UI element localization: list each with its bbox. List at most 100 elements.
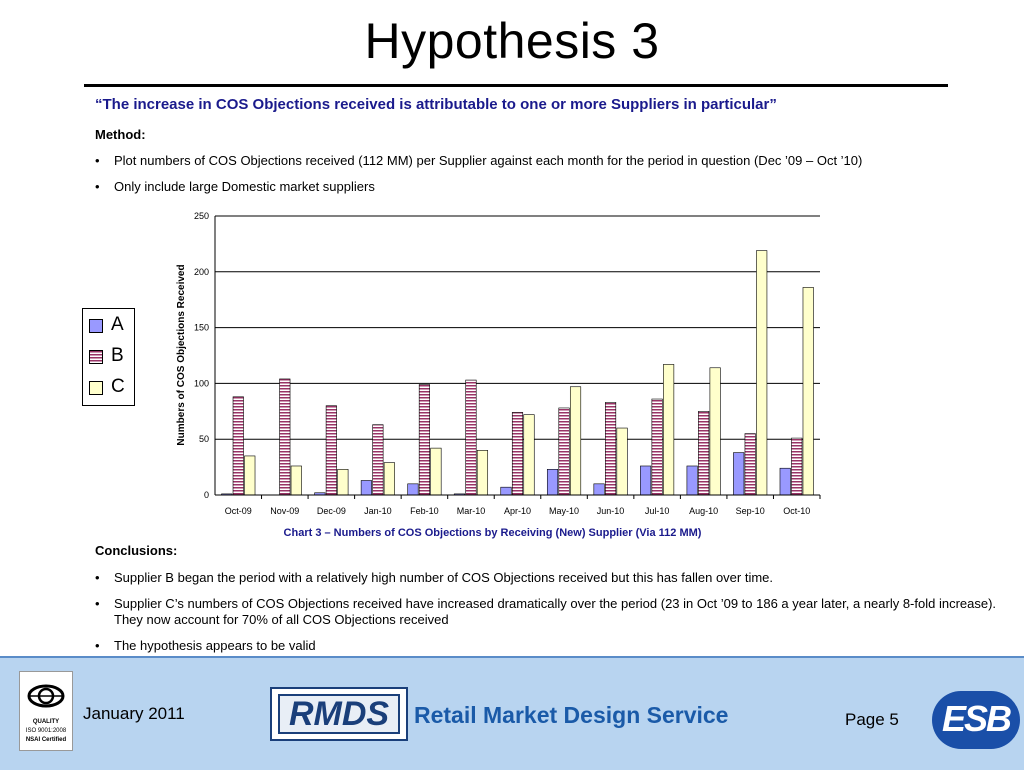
bar-a-apr-10 [500, 486, 512, 496]
bar-a-aug-10 [686, 465, 698, 496]
bar-b-sep-10 [744, 433, 756, 496]
bar-c-feb-10 [430, 447, 442, 496]
bar-c-sep-10 [756, 250, 768, 496]
bullet-dot: • [95, 638, 100, 653]
conclusion-bullet: • The hypothesis appears to be valid [95, 638, 1024, 654]
chart-axes: 0 50 100 150 200 250 Oct-09 Nov-09 Dec-09 Jan-10 F… [194, 211, 821, 516]
y-axis-label: Numbers of COS Objections Received [176, 264, 187, 445]
conclusion-bullet-text: Supplier B began the period with a relat… [114, 570, 774, 585]
y-tick-label: 200 [194, 267, 209, 277]
title-underline [84, 84, 948, 87]
bar-c-mar-10 [476, 450, 489, 496]
bar-b-may-10 [558, 407, 570, 496]
page-number: Page 5 [845, 710, 899, 729]
bar-c-oct-09 [244, 455, 256, 496]
bar-b-nov-09 [279, 378, 291, 496]
bar-c-nov-09 [290, 465, 302, 496]
x-tick-label: Aug-10 [689, 506, 718, 516]
bullet-dot: • [95, 179, 100, 194]
quality-eye-icon [27, 684, 65, 708]
x-tick-label: Dec-09 [317, 506, 346, 516]
conclusion-bullet-text: Supplier C’s numbers of COS Objections r… [114, 596, 997, 627]
bar-a-jul-10 [640, 465, 652, 496]
chart-gridlines [215, 215, 820, 440]
legend-label-a: A [111, 314, 124, 335]
legend-swatch-b [89, 350, 103, 364]
y-tick-label: 100 [194, 378, 209, 388]
bar-c-jun-10 [616, 427, 628, 496]
cert-line-quality: QUALITY [32, 719, 60, 725]
conclusion-bullet-text: The hypothesis appears to be valid [114, 638, 316, 653]
bar-b-feb-10 [418, 384, 430, 496]
bar-b-oct-09 [232, 396, 244, 496]
organization-name: Retail Market Design Service [414, 702, 729, 728]
chart-legend: A B C [82, 308, 135, 406]
nsai-certification-logo: QUALITY ISO 9001:2008 NSAI Certified [19, 671, 73, 751]
bar-b-oct-10 [791, 437, 803, 496]
bar-c-may-10 [569, 386, 582, 496]
x-tick-label: Sep-10 [736, 506, 765, 516]
y-tick-label: 250 [194, 211, 209, 221]
bar-a-may-10 [546, 469, 559, 496]
x-tick-label: Jul-10 [645, 506, 670, 516]
cert-line-nsai: NSAI Certified [25, 737, 67, 743]
esb-logo-text: ESB [941, 698, 1012, 739]
bar-b-jun-10 [605, 402, 617, 496]
x-tick-label: Jun-10 [597, 506, 625, 516]
conclusion-bullet: • Supplier C’s numbers of COS Objections… [95, 596, 1024, 628]
y-tick-label: 50 [199, 434, 209, 444]
legend-swatch-a [89, 319, 103, 333]
conclusion-bullet: • Supplier B began the period with a rel… [95, 570, 1024, 586]
x-tick-label: May-10 [549, 506, 579, 516]
legend-swatch-c [89, 381, 103, 395]
cos-objections-bar-chart: 0 50 100 150 200 250 Oct-09 Nov-09 Dec-09 Jan-10 F… [176, 211, 821, 516]
bar-b-aug-10 [698, 411, 710, 496]
x-tick-label: Mar-10 [457, 506, 486, 516]
bar-a-oct-10 [779, 467, 791, 496]
bar-c-dec-09 [337, 469, 349, 496]
legend-label-c: C [111, 376, 125, 397]
method-bullet: • Plot numbers of COS Objections receive… [95, 153, 1024, 169]
x-tick-label: Apr-10 [504, 506, 531, 516]
conclusions-heading: Conclusions: [95, 543, 178, 558]
legend-label-b: B [111, 345, 124, 366]
bar-c-oct-10 [802, 287, 814, 496]
footer-date: January 2011 [83, 704, 185, 723]
x-tick-label: Jan-10 [364, 506, 392, 516]
cert-line-iso: ISO 9001:2008 [25, 728, 67, 734]
bar-a-jun-10 [593, 483, 605, 496]
chart-bars [221, 250, 814, 496]
bullet-dot: • [95, 570, 100, 585]
y-tick-label: 150 [194, 323, 209, 333]
bar-b-mar-10 [465, 379, 477, 496]
bar-a-feb-10 [407, 483, 419, 496]
x-tick-label: Nov-09 [270, 506, 299, 516]
bar-c-jul-10 [663, 364, 675, 496]
bullet-dot: • [95, 153, 100, 168]
bar-c-jan-10 [383, 462, 395, 496]
x-tick-label: Oct-10 [783, 506, 810, 516]
x-tick-label: Oct-09 [225, 506, 252, 516]
slide-footer: QUALITY ISO 9001:2008 NSAI Certified Jan… [0, 656, 1024, 770]
bar-c-aug-10 [709, 367, 721, 496]
method-bullet-text: Plot numbers of COS Objections received … [114, 153, 863, 168]
bar-b-jan-10 [372, 424, 384, 496]
rmds-logo-text: RMDS [278, 694, 400, 734]
chart-caption: Chart 3 – Numbers of COS Objections by R… [283, 527, 702, 539]
slide-title: Hypothesis 3 [364, 13, 660, 69]
hypothesis-quote: “The increase in COS Objections received… [95, 96, 777, 113]
bar-b-jul-10 [651, 398, 663, 496]
x-tick-label: Feb-10 [410, 506, 439, 516]
method-heading: Method: [95, 127, 146, 142]
method-bullet: • Only include large Domestic market sup… [95, 179, 1024, 195]
bar-a-sep-10 [733, 452, 745, 496]
bar-a-jan-10 [360, 480, 372, 496]
esb-logo: ESB [932, 691, 1020, 749]
rmds-logo: RMDS [270, 687, 408, 741]
method-bullet-text: Only include large Domestic market suppl… [114, 179, 375, 194]
bar-b-dec-09 [325, 405, 337, 496]
bullet-dot: • [95, 596, 100, 611]
bar-c-apr-10 [523, 414, 535, 496]
y-tick-label: 0 [204, 490, 209, 500]
bar-b-apr-10 [511, 412, 524, 496]
